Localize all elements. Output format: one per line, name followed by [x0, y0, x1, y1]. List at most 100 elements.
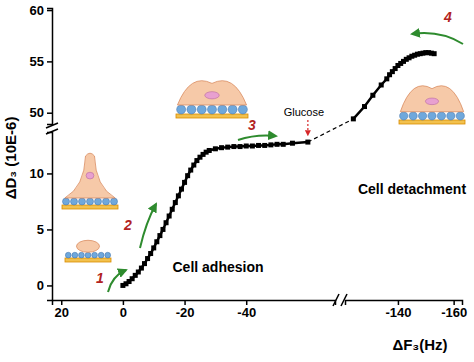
data-line: [123, 142, 308, 285]
data-point: [231, 144, 236, 149]
tick-mark: [47, 112, 52, 114]
tick-label: 60: [30, 3, 44, 18]
plot-marks: [120, 140, 310, 288]
cell-illustration: [176, 81, 248, 118]
axis-break: [333, 294, 339, 306]
bead: [197, 105, 206, 114]
data-point: [268, 142, 273, 147]
break-connector: [308, 119, 353, 142]
bead: [238, 105, 247, 114]
bead: [437, 112, 445, 120]
annotation: Cell detachment: [358, 181, 466, 197]
x-axis-title: ΔF₃(Hz): [392, 336, 447, 353]
axis-break: [341, 294, 347, 306]
tick-label: 20: [55, 305, 69, 320]
data-point: [176, 193, 181, 198]
annotation: Glucose: [284, 106, 324, 118]
background: [0, 0, 474, 362]
data-point: [170, 207, 175, 212]
tick-label: -40: [237, 305, 256, 320]
data-line: [353, 53, 434, 119]
data-point: [362, 104, 367, 109]
cell-body: [65, 153, 115, 198]
cell-nucleus: [205, 92, 219, 99]
data-point: [275, 142, 280, 147]
tick-mark: [47, 285, 52, 287]
tick-label: 0: [37, 278, 44, 293]
bead: [72, 252, 78, 258]
tick-mark: [47, 173, 52, 175]
bead: [71, 198, 78, 205]
data-point: [432, 51, 437, 56]
tick-label: -160: [441, 305, 467, 320]
annotation: 2: [123, 217, 132, 233]
data-point: [188, 168, 193, 173]
data-point: [225, 145, 230, 150]
tick-label: -140: [385, 305, 411, 320]
y-axis-title: ΔD₃ (10E-6): [2, 117, 19, 200]
cell-body: [77, 240, 100, 252]
data-point: [281, 142, 286, 147]
bead: [103, 198, 110, 205]
bead: [187, 105, 196, 114]
data-point: [379, 82, 384, 87]
bead: [95, 198, 102, 205]
data-point: [370, 93, 375, 98]
data-point: [151, 245, 156, 250]
bead: [428, 112, 436, 120]
cell-illustration: [399, 86, 465, 124]
bead: [177, 105, 186, 114]
tick-mark: [47, 10, 52, 12]
data-point: [185, 173, 190, 178]
process-arrow: [412, 33, 463, 44]
bead: [409, 112, 417, 120]
tick: 50: [30, 105, 52, 120]
annotation: 1: [96, 270, 104, 286]
data-point: [164, 220, 169, 225]
data-point: [256, 143, 261, 148]
y-axis: 0510: [30, 133, 53, 301]
data-point: [179, 187, 184, 192]
cell-illustration: [65, 240, 111, 262]
tick: 0: [37, 278, 52, 293]
tick-label: 0: [120, 305, 127, 320]
axis-break: [46, 123, 58, 128]
bead: [111, 198, 118, 205]
process-arrow: [140, 204, 156, 248]
data-point: [207, 148, 212, 153]
axis-line: [47, 133, 53, 301]
data-point: [139, 266, 144, 271]
tick: -20: [176, 300, 195, 320]
cell-nucleus: [425, 98, 438, 105]
bead: [228, 105, 237, 114]
bead: [418, 112, 426, 120]
process-arrow: [108, 270, 126, 292]
tick-label: 55: [30, 54, 44, 69]
bead: [63, 198, 70, 205]
data-point: [250, 144, 255, 149]
tick: 0: [120, 300, 127, 320]
tick: -140: [385, 300, 411, 320]
axis-break: [46, 129, 58, 134]
chart-svg: 200-20-400510ΔF₃(Hz)ΔD₃ (10E-6)123Glucos…: [0, 0, 474, 362]
data-point: [167, 214, 172, 219]
process-arrow: [238, 136, 276, 141]
tick: 10: [30, 166, 52, 181]
bead: [87, 198, 94, 205]
x-axis: 20 0 -20 -40: [53, 300, 336, 320]
glucose-arrow: [307, 120, 308, 135]
tick: 20: [55, 300, 69, 320]
bead: [92, 252, 98, 258]
data-point: [173, 200, 178, 205]
tick: -160: [441, 300, 467, 320]
bead: [208, 105, 217, 114]
bead: [65, 252, 71, 258]
data-point: [157, 233, 162, 238]
tick: 60: [30, 3, 52, 18]
cell-body: [177, 81, 246, 105]
cell-illustration: [62, 153, 118, 209]
tick: 55: [30, 54, 52, 69]
data-point: [160, 227, 165, 232]
data-point: [213, 146, 218, 151]
data-point: [148, 251, 153, 256]
